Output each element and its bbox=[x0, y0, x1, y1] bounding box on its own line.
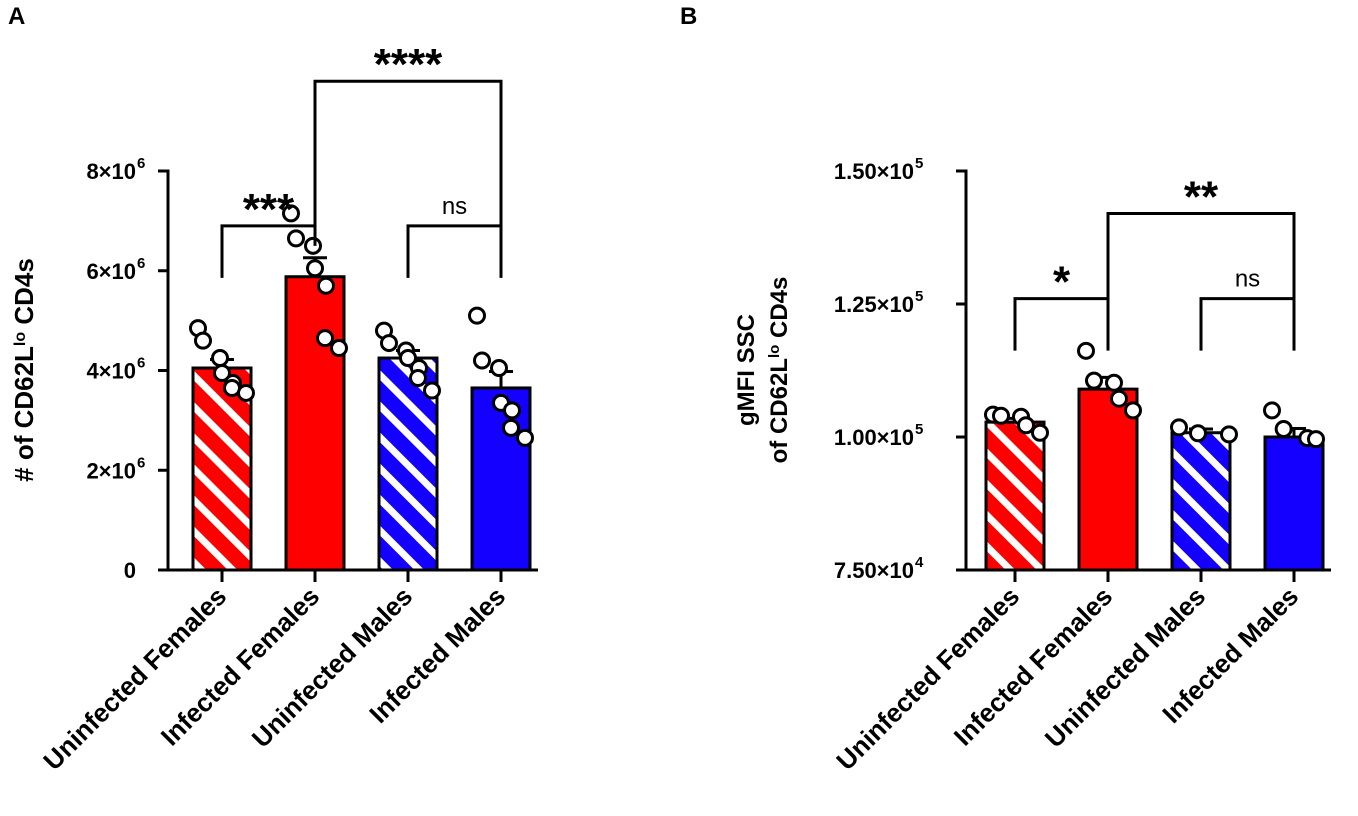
panel-b-ytick-exp-1: 5 bbox=[915, 421, 923, 438]
panel-b-point-3-3 bbox=[1307, 430, 1325, 449]
panel-a-sig-bracket-1 bbox=[406, 224, 503, 278]
panel-b-point-3-0 bbox=[1263, 401, 1281, 420]
panel-b-category-label-1: Infected Females bbox=[948, 581, 1118, 751]
panel-a-point-3-6 bbox=[516, 428, 534, 447]
panel-b-point-2-1 bbox=[1189, 424, 1207, 443]
panel-a-bar-3 bbox=[470, 386, 532, 572]
panel-a-category-label-2: Uninfected Males bbox=[246, 581, 418, 753]
panel-b-ylabel-line1: gMFI SSC bbox=[733, 314, 760, 426]
panel-b-bar-2 bbox=[1170, 431, 1232, 572]
panel-a-point-1-6 bbox=[330, 339, 348, 358]
panel-a-point-0-1 bbox=[194, 331, 212, 350]
panel-a-point-2-3 bbox=[399, 349, 417, 368]
panel-a-point-1-5 bbox=[316, 329, 334, 348]
panel-a-category-label-0: Uninfected Females bbox=[37, 581, 232, 776]
panel-a-point-2-5 bbox=[409, 368, 427, 387]
panel-a-sig-bracket-2 bbox=[313, 79, 503, 226]
panel-b-ytick-label-2: 1.25×10 bbox=[834, 292, 914, 317]
panel-b-ytick-exp-0: 4 bbox=[915, 554, 924, 571]
panel-b-bar-0 bbox=[984, 420, 1046, 572]
panel-b-point-0-3 bbox=[1017, 416, 1035, 435]
panel-a-point-1-1 bbox=[287, 229, 305, 248]
panel-a-sig-label-1: ns bbox=[442, 193, 467, 220]
panel-a-ytick-label-3: 6×10 bbox=[86, 259, 136, 284]
panel-a-point-0-6 bbox=[237, 383, 255, 402]
panel-a-point-1-3 bbox=[306, 259, 324, 278]
panel-a-sig-label-0: *** bbox=[243, 185, 295, 234]
panel-b-ylabel-line2: of CD62Llo CD4s bbox=[766, 277, 794, 464]
panel-b-point-3-1 bbox=[1274, 420, 1293, 439]
panel-a-category-label-1: Infected Females bbox=[155, 581, 325, 751]
panel-a-point-1-4 bbox=[317, 276, 335, 295]
panel-a-point-1-2 bbox=[304, 236, 322, 255]
panel-b-ytick-label-3: 1.50×10 bbox=[834, 159, 914, 184]
panel-a-point-3-4 bbox=[503, 401, 521, 420]
panel-b-point-2-2 bbox=[1220, 425, 1238, 444]
panel-a-point-2-6 bbox=[423, 381, 441, 400]
panel-b-category-label-2: Uninfected Males bbox=[1039, 581, 1211, 753]
panel-a-bar-1 bbox=[284, 275, 346, 572]
panel-b-point-1-0 bbox=[1077, 341, 1095, 360]
panel-a-ytick-label-1: 2×10 bbox=[86, 458, 136, 483]
panel-a-label: A bbox=[8, 3, 25, 30]
panel-b-point-0-4 bbox=[1031, 423, 1049, 442]
panel-a-point-0-2 bbox=[211, 349, 229, 368]
panel-a-ytick-label-0: 0 bbox=[124, 558, 136, 583]
panel-b-category-label-0: Uninfected Females bbox=[830, 581, 1025, 776]
panel-a-point-1-0 bbox=[282, 204, 300, 223]
panel-a-point-3-5 bbox=[502, 418, 520, 437]
panel-b-point-1-4 bbox=[1124, 401, 1142, 420]
panel-b-ytick-label-0: 7.50×10 bbox=[834, 558, 914, 583]
panel-b-sig-bracket-2 bbox=[1106, 212, 1296, 299]
panel-a-point-2-1 bbox=[380, 334, 398, 353]
panel-a-ytick-exp-4: 6 bbox=[137, 155, 145, 172]
panel-b-label: B bbox=[680, 3, 697, 30]
panel-b-ytick-exp-3: 5 bbox=[915, 155, 923, 172]
panel-b-point-1-3 bbox=[1110, 389, 1128, 408]
panel-b-point-2-0 bbox=[1170, 418, 1188, 437]
panel-b-ytick-label-1: 1.00×10 bbox=[834, 425, 914, 450]
panel-b-point-1-2 bbox=[1105, 373, 1123, 392]
panel-a-ytick-exp-3: 6 bbox=[137, 255, 145, 272]
panel-a-ylabel: # of CD62Llo CD4s bbox=[9, 258, 39, 482]
panel-a-ytick-exp-1: 6 bbox=[137, 454, 145, 471]
panel-a-point-0-3 bbox=[213, 363, 231, 382]
panel-a-point-3-1 bbox=[473, 351, 491, 370]
panel-a-sig-bracket-0 bbox=[220, 224, 317, 278]
panel-b-ytick-exp-2: 5 bbox=[915, 288, 923, 305]
panel-b-sig-label-1: ns bbox=[1235, 266, 1260, 293]
panel-b-sig-label-2: ** bbox=[1184, 173, 1219, 222]
panel-b-point-1-1 bbox=[1085, 371, 1103, 390]
panel-a-point-3-2 bbox=[490, 359, 508, 378]
panel-b-point-0-1 bbox=[992, 406, 1010, 425]
panel-a-sig-label-2: **** bbox=[374, 40, 443, 89]
panel-b-sig-bracket-1 bbox=[1199, 297, 1296, 351]
panel-b-sig-bracket-0 bbox=[1013, 297, 1110, 351]
panel-a-ytick-label-2: 4×10 bbox=[86, 359, 136, 384]
panel-a-ytick-label-4: 8×10 bbox=[86, 159, 136, 184]
panel-b-sig-label-0: * bbox=[1053, 258, 1071, 307]
panel-a-point-3-0 bbox=[468, 306, 486, 325]
panel-b-bar-3 bbox=[1263, 435, 1325, 572]
panel-a-ytick-exp-2: 6 bbox=[137, 355, 145, 372]
